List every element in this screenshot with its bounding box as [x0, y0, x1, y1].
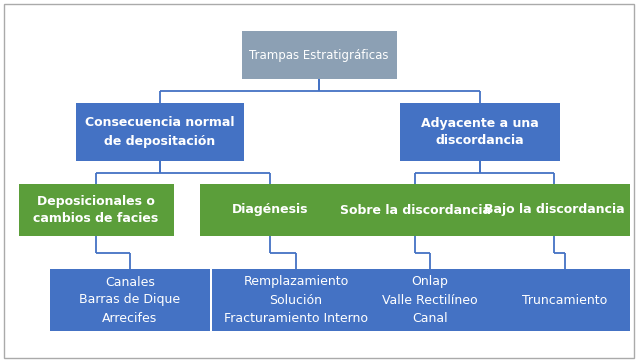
Text: Truncamiento: Truncamiento: [523, 294, 607, 307]
FancyBboxPatch shape: [50, 269, 210, 331]
Text: Bajo la discordancia: Bajo la discordancia: [484, 203, 625, 216]
Text: Adyacente a una
discordancia: Adyacente a una discordancia: [421, 117, 539, 147]
Text: Diagénesis: Diagénesis: [232, 203, 308, 216]
Text: Onlap
Valle Rectilíneo
Canal: Onlap Valle Rectilíneo Canal: [382, 275, 478, 324]
FancyBboxPatch shape: [400, 103, 560, 161]
Text: Remplazamiento
Solución
Fracturamiento Interno: Remplazamiento Solución Fracturamiento I…: [224, 275, 368, 324]
FancyBboxPatch shape: [200, 184, 340, 236]
Text: Canales
Barras de Dique
Arrecifes: Canales Barras de Dique Arrecifes: [80, 275, 181, 324]
Text: Consecuencia normal
de depositación: Consecuencia normal de depositación: [85, 117, 235, 147]
FancyBboxPatch shape: [500, 269, 630, 331]
FancyBboxPatch shape: [478, 184, 630, 236]
FancyBboxPatch shape: [19, 184, 174, 236]
FancyBboxPatch shape: [242, 31, 396, 79]
Text: Sobre la discordancia: Sobre la discordancia: [339, 203, 491, 216]
FancyBboxPatch shape: [353, 269, 507, 331]
Text: Deposicionales o
cambios de facies: Deposicionales o cambios de facies: [33, 194, 159, 226]
Text: Trampas Estratigráficas: Trampas Estratigráficas: [249, 49, 389, 62]
FancyBboxPatch shape: [335, 184, 495, 236]
FancyBboxPatch shape: [76, 103, 244, 161]
FancyBboxPatch shape: [212, 269, 380, 331]
